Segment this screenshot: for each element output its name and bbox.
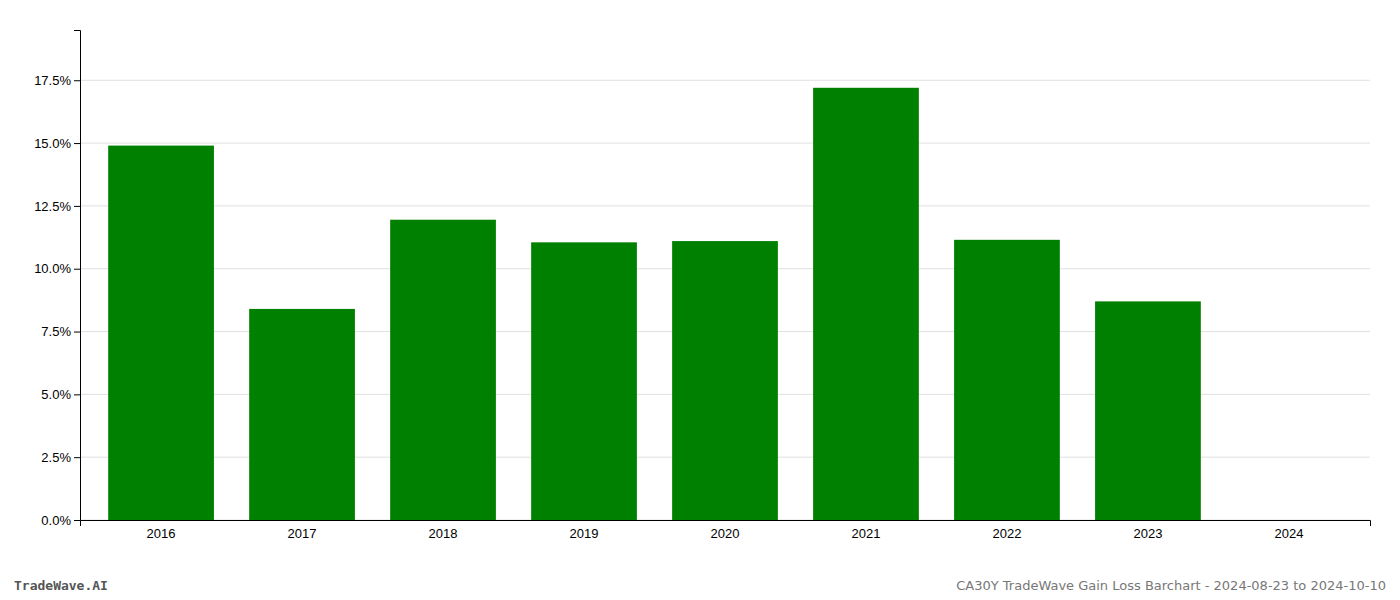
x-tick: 2017 [288,526,317,541]
bar [1236,520,1342,521]
y-tick-mark [74,206,80,207]
x-tick-label: 2018 [429,526,458,541]
y-tick-label: 12.5% [34,199,71,214]
x-tick-label: 2023 [1133,526,1162,541]
y-tick-mark [74,457,80,458]
grid-line [80,80,1370,81]
x-tick: 2024 [1274,526,1303,541]
y-tick: 15.0% [34,136,80,151]
y-axis: 0.0% 2.5% 5.0% 7.5% 10.0% 12.5% 15.0% 17.5% [34,31,80,528]
grid-line [80,205,1370,206]
y-tick: 12.5% [34,199,80,214]
y-tick-label: 17.5% [34,73,71,88]
y-tick: 0.0% [41,513,80,528]
x-tick: 2016 [147,526,176,541]
x-tick: 2022 [993,526,1022,541]
y-tick-label: 7.5% [41,324,71,339]
x-tick-label: 2021 [852,526,881,541]
x-tick: 2021 [852,526,881,541]
x-tick-label: 2024 [1274,526,1303,541]
y-tick-mark [74,520,80,521]
x-tick-label: 2022 [993,526,1022,541]
footer-left: TradeWave.AI [14,578,108,593]
bar [1095,301,1201,520]
y-tick-label: 5.0% [41,387,71,402]
y-tick: 5.0% [41,387,80,402]
y-tick-label: 10.0% [34,261,71,276]
bar [954,240,1060,520]
footer-right: CA30Y TradeWave Gain Loss Barchart - 202… [956,578,1386,593]
x-axis-line [81,521,1371,527]
bar [390,220,496,520]
bar [531,242,637,520]
x-tick-label: 2019 [570,526,599,541]
plot: 0.0% 2.5% 5.0% 7.5% 10.0% 12.5% 15.0% 17.5% 2016… [34,31,1370,542]
grid [80,80,1370,520]
grid-line [80,143,1370,144]
x-axis: 2016 2017 2018 2019 2020 2021 2022 2023 2024 [81,521,1371,542]
y-tick-mark [74,269,80,270]
y-tick-mark [74,80,80,81]
bar [672,241,778,520]
y-tick-label: 15.0% [34,136,71,151]
y-tick-mark [74,394,80,395]
y-tick: 10.0% [34,261,80,276]
x-tick-label: 2017 [288,526,317,541]
y-axis-line [74,31,81,521]
y-tick-mark [74,143,80,144]
x-tick: 2018 [429,526,458,541]
x-tick: 2023 [1133,526,1162,541]
y-tick: 7.5% [41,324,80,339]
x-tick: 2019 [570,526,599,541]
bar [108,146,214,520]
bar [813,88,919,520]
y-tick-mark [74,332,80,333]
x-tick-label: 2020 [711,526,740,541]
y-tick-label: 2.5% [41,450,71,465]
chart: 0.0% 2.5% 5.0% 7.5% 10.0% 12.5% 15.0% 17.5% 2016… [0,0,1400,600]
x-tick: 2020 [711,526,740,541]
bars [108,88,1201,520]
x-tick-label: 2016 [147,526,176,541]
y-tick-label: 0.0% [41,513,71,528]
y-tick: 2.5% [41,450,80,465]
bar [249,309,355,520]
y-tick: 17.5% [34,73,80,88]
